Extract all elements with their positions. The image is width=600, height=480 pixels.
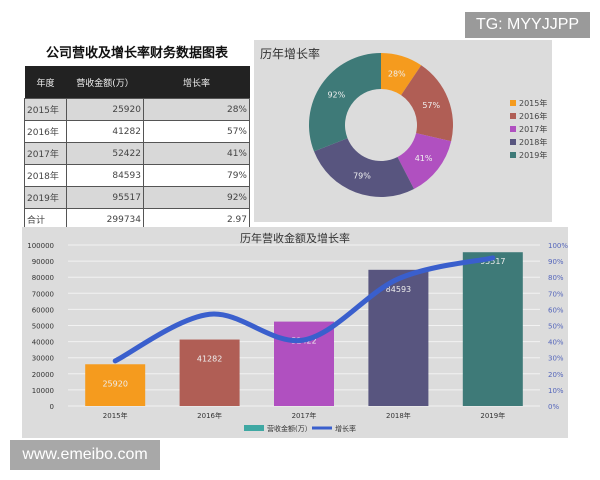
y2-tick-label: 0% bbox=[548, 403, 559, 411]
table-row: 2015年 25920 28% bbox=[24, 98, 250, 121]
table-cell: 2016年 bbox=[24, 120, 67, 143]
x-tick-label: 2017年 bbox=[292, 411, 317, 420]
table-cell: 41% bbox=[143, 142, 250, 165]
y2-tick-label: 80% bbox=[548, 274, 564, 282]
slice-label: 79% bbox=[353, 172, 371, 181]
x-tick-label: 2018年 bbox=[386, 411, 411, 420]
y-tick-label: 70000 bbox=[32, 290, 54, 298]
slice-label: 57% bbox=[422, 101, 440, 110]
y2-tick-label: 90% bbox=[548, 258, 564, 266]
y2-tick-label: 100% bbox=[548, 242, 568, 250]
legend-swatch bbox=[510, 139, 516, 145]
donut-slice bbox=[309, 53, 381, 152]
table-cell: 2015年 bbox=[24, 98, 67, 121]
y-tick-label: 10000 bbox=[32, 387, 54, 395]
bar-value-label: 84593 bbox=[386, 285, 411, 294]
watermark-bottom: www.emeibo.com bbox=[10, 440, 160, 470]
table-cell: 52422 bbox=[66, 142, 144, 165]
legend-label: 2015年 bbox=[519, 98, 547, 108]
table-row: 2019年 95517 92% bbox=[24, 186, 250, 209]
bar bbox=[462, 252, 523, 406]
table-row: 2016年 41282 57% bbox=[24, 120, 250, 143]
legend-label: 2017年 bbox=[519, 124, 547, 134]
bar-value-label: 41282 bbox=[197, 355, 222, 364]
x-tick-label: 2019年 bbox=[480, 411, 505, 420]
legend-label: 2016年 bbox=[519, 111, 547, 121]
bar-value-label: 25920 bbox=[102, 379, 127, 388]
y-tick-label: 100000 bbox=[27, 242, 54, 250]
table-cell: 25920 bbox=[66, 98, 144, 121]
y-tick-label: 80000 bbox=[32, 274, 54, 282]
y2-tick-label: 50% bbox=[548, 323, 564, 331]
donut-slice bbox=[314, 138, 414, 197]
header-revenue: 营收金额(万） bbox=[66, 66, 144, 99]
data-table: 年度 营收金额(万） 增长率 2015年 25920 28% 2016年 41282 57… bbox=[24, 66, 250, 231]
bar-value-label: 95517 bbox=[480, 257, 505, 266]
x-tick-label: 2016年 bbox=[197, 411, 222, 420]
slice-label: 28% bbox=[388, 69, 406, 78]
table-title: 公司营收及增长率财务数据图表 bbox=[45, 46, 228, 61]
y2-tick-label: 30% bbox=[548, 355, 564, 363]
table-cell: 2017年 bbox=[24, 142, 67, 165]
bar bbox=[274, 321, 334, 406]
table-cell: 57% bbox=[143, 120, 250, 143]
y-tick-label: 60000 bbox=[32, 306, 54, 314]
legend-label: 2018年 bbox=[519, 137, 547, 147]
donut-slice bbox=[401, 65, 453, 142]
bar bbox=[179, 339, 240, 406]
table-cell: 92% bbox=[143, 186, 250, 209]
legend-bar-label: 营收金额(万） bbox=[267, 424, 312, 433]
table-cell: 2019年 bbox=[24, 186, 67, 209]
table-cell: 95517 bbox=[66, 186, 144, 209]
legend-label: 2019年 bbox=[519, 150, 547, 160]
y2-tick-label: 20% bbox=[548, 371, 564, 379]
total-cell: 299734 bbox=[66, 208, 144, 231]
y2-tick-label: 70% bbox=[548, 290, 564, 298]
bar bbox=[85, 364, 146, 406]
y-tick-label: 40000 bbox=[32, 339, 54, 347]
table-cell: 41282 bbox=[66, 120, 144, 143]
legend-swatch bbox=[510, 126, 516, 132]
donut-slice bbox=[397, 133, 452, 189]
table-cell: 28% bbox=[143, 98, 250, 121]
table-cell: 79% bbox=[143, 164, 250, 187]
x-tick-label: 2015年 bbox=[103, 411, 128, 420]
y-tick-label: 90000 bbox=[32, 258, 54, 266]
legend-swatch bbox=[510, 152, 516, 158]
growth-line bbox=[112, 255, 496, 364]
legend-line-label: 增长率 bbox=[335, 424, 356, 433]
y-tick-label: 50000 bbox=[32, 323, 54, 331]
slice-label: 92% bbox=[327, 91, 345, 100]
donut-slice bbox=[381, 53, 422, 96]
legend-swatch bbox=[510, 113, 516, 119]
y-tick-label: 0 bbox=[50, 403, 54, 411]
y-tick-label: 20000 bbox=[32, 371, 54, 379]
legend-swatch bbox=[510, 100, 516, 106]
bar-line-panel: 历年营收金额及增长率 0 0% 10000 10% 20000 20% 30000 30% 400… bbox=[22, 227, 568, 438]
table-cell: 84593 bbox=[66, 164, 144, 187]
table-row: 2017年 52422 41% bbox=[24, 142, 250, 165]
y-tick-label: 30000 bbox=[32, 355, 54, 363]
legend-bar-swatch bbox=[244, 425, 264, 431]
watermark-top: TG: MYYJJPP bbox=[465, 12, 590, 38]
table-row: 2018年 84593 79% bbox=[24, 164, 250, 187]
total-cell: 合计 bbox=[24, 208, 67, 231]
chart-title: 历年营收金额及增长率 bbox=[240, 231, 350, 245]
header-year: 年度 bbox=[24, 66, 67, 99]
table-cell: 2018年 bbox=[24, 164, 67, 187]
header-growth: 增长率 bbox=[143, 66, 250, 99]
slice-label: 41% bbox=[415, 154, 433, 163]
y2-tick-label: 60% bbox=[548, 306, 564, 314]
donut-title: 历年增长率 bbox=[260, 46, 320, 61]
donut-panel: 历年增长率 28% 2015年 57% 2016年 41% 2017年 79% 2018年 92%… bbox=[254, 40, 552, 222]
y2-tick-label: 40% bbox=[548, 339, 564, 347]
y2-tick-label: 10% bbox=[548, 387, 564, 395]
